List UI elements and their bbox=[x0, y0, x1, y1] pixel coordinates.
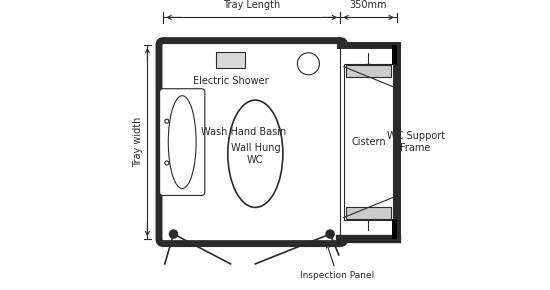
Text: Wall Hung
WC: Wall Hung WC bbox=[230, 143, 280, 164]
FancyBboxPatch shape bbox=[160, 89, 205, 195]
Text: Cistern: Cistern bbox=[351, 137, 386, 147]
Bar bbox=[340, 45, 397, 239]
Bar bbox=[346, 65, 391, 77]
Text: Wash Hand Basin: Wash Hand Basin bbox=[201, 127, 287, 137]
Text: WC Support
Frame: WC Support Frame bbox=[387, 131, 445, 153]
Text: Tray width: Tray width bbox=[133, 117, 143, 167]
Text: Tray Length: Tray Length bbox=[223, 0, 280, 10]
Bar bbox=[344, 64, 393, 220]
Bar bbox=[392, 219, 397, 239]
Text: Electric Shower: Electric Shower bbox=[192, 76, 268, 86]
Circle shape bbox=[169, 230, 178, 238]
Text: Inspection Panel: Inspection Panel bbox=[300, 244, 375, 280]
Circle shape bbox=[326, 230, 334, 238]
Bar bbox=[216, 52, 245, 68]
Text: 350mm: 350mm bbox=[350, 0, 387, 10]
Bar bbox=[346, 207, 391, 219]
FancyBboxPatch shape bbox=[159, 41, 345, 244]
Bar bbox=[392, 45, 397, 65]
